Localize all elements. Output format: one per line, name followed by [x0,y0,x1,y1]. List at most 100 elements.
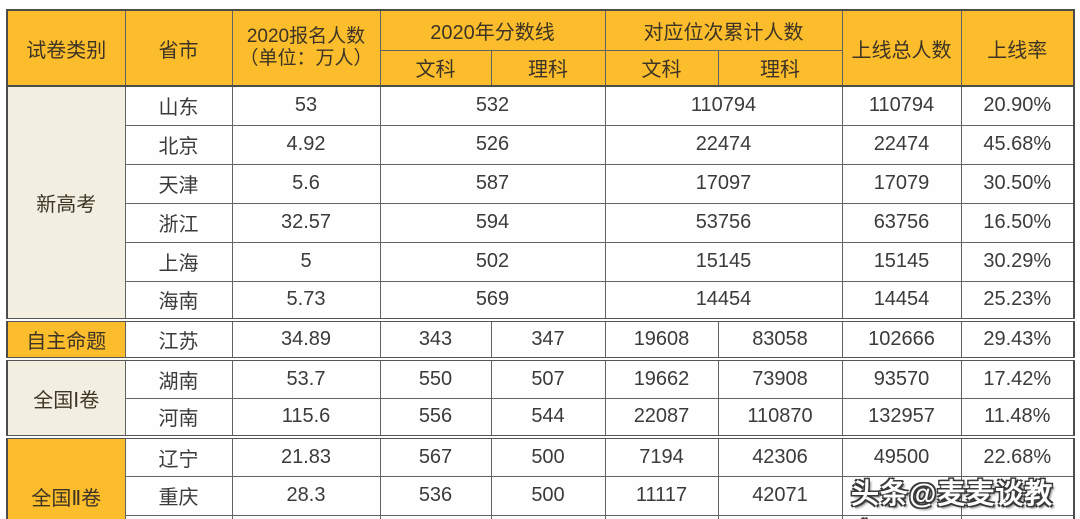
cell-total: 14454 [841,280,962,321]
group-label-cell: 全国Ⅰ卷 [6,357,126,438]
cell-rate: 45.68% [960,124,1075,165]
cell-scoreline-merged: 526 [379,124,606,165]
header-rate: 上线率 [960,9,1075,87]
cell-total: 49500 [841,435,962,477]
cell-rank-merged: 53756 [604,202,843,243]
header-exam-type: 试卷类别 [6,9,126,87]
header-applicants: 2020报名人数 （单位：万人） [231,9,381,87]
cell-rate [960,514,1075,519]
group-label-cell: 自主命题 [6,318,126,360]
cell-rate: 11.48% [960,397,1075,438]
header-total: 上线总人数 [841,9,962,87]
cell-total: 102666 [841,318,962,360]
cell-province: 湖南 [124,357,233,399]
cell-scoreline-merged: 532 [379,85,606,126]
table-row: 重庆 28.3 536 500 11117 42071 [7,475,1075,516]
cell-score-liberal: 536 [379,475,492,516]
cell-rank-liberal: 19662 [604,357,719,399]
cell-province: 北京 [124,124,233,165]
cell-total: 17079 [841,163,962,204]
cell-applicants: 5.6 [231,163,381,204]
cell-rank-science [717,514,843,519]
table-row: 上海 5 502 15145 15145 30.29% [7,241,1075,282]
cell-province: 河南 [124,397,233,438]
cell-applicants: 53 [231,85,381,126]
cell-province: 辽宁 [124,435,233,477]
cell-score-liberal: 550 [379,357,492,399]
cell-province [124,514,233,519]
table-header: 试卷类别 省市 2020报名人数 （单位：万人） 2020年分数线 对应位次累计… [6,9,1075,87]
cell-total: 110794 [841,85,962,126]
header-rank-liberal: 文科 [604,49,719,87]
header-rank-science: 理科 [717,49,843,87]
cell-rate: 29.43% [960,318,1075,360]
cell-rate: 17.42% [960,357,1075,399]
cell-province: 天津 [124,163,233,204]
table-row: 浙江 32.57 594 53756 63756 16.50% [7,202,1075,243]
cell-province: 重庆 [124,475,233,516]
table-body: 新高考 山东 53 532 110794 110794 20.90% 北京 4.92 526 224… [6,85,1075,519]
cell-total: 15145 [841,241,962,282]
cell-total: 22474 [841,124,962,165]
table-row: 海南 5.73 569 14454 14454 25.23% [7,280,1075,321]
gaokao-table: 试卷类别 省市 2020报名人数 （单位：万人） 2020年分数线 对应位次累计… [6,9,1075,519]
cell-score-science: 544 [490,397,606,438]
cell-score-liberal [379,514,492,519]
header-province: 省市 [124,9,233,87]
cell-rate: 30.29% [960,241,1075,282]
cell-province: 浙江 [124,202,233,243]
table-row: 全国Ⅱ卷 辽宁 21.83 567 500 7194 42306 49500 22.68% [6,435,1075,519]
cell-applicants: 4.92 [231,124,381,165]
cell-total [841,514,962,519]
cell-rank-science: 42306 [717,435,843,477]
cell-province: 山东 [124,85,233,126]
cell-rank-merged: 14454 [604,280,843,321]
cell-scoreline-merged: 587 [379,163,606,204]
table-row: 自主命题 江苏 34.89 343 347 19608 83058 102666 29.43% [6,318,1075,360]
cell-rank-liberal: 19608 [604,318,719,360]
cell-rank-liberal [604,514,719,519]
cell-applicants: 28.3 [231,475,381,516]
cell-rate: 30.50% [960,163,1075,204]
table-row: 河南 115.6 556 544 22087 110870 132957 11.48% [7,397,1075,438]
cell-score-science: 500 [490,435,606,477]
cell-total [841,475,962,516]
cell-rank-science: 42071 [717,475,843,516]
cell-score-science [490,514,606,519]
cell-score-liberal: 556 [379,397,492,438]
header-scoreline: 2020年分数线 [379,9,606,51]
cell-rate [960,475,1075,516]
cell-rank-merged: 110794 [604,85,843,126]
cell-province: 上海 [124,241,233,282]
table-row: 全国Ⅰ卷 湖南 53.7 550 507 19662 73908 93570 17.42% [6,357,1075,438]
cell-scoreline-merged: 569 [379,280,606,321]
cell-scoreline-merged: 502 [379,241,606,282]
cell-rank-science: 73908 [717,357,843,399]
cell-rank-liberal: 11117 [604,475,719,516]
header-applicants-line2: （单位：万人） [239,48,373,69]
cell-rank-liberal: 22087 [604,397,719,438]
cell-rate: 20.90% [960,85,1075,126]
table-row: 北京 4.92 526 22474 22474 45.68% [7,124,1075,165]
cell-rate: 25.23% [960,280,1075,321]
header-applicants-line1: 2020报名人数 [246,26,366,48]
table-row [7,514,1075,519]
cell-applicants: 115.6 [231,397,381,438]
cell-rate: 16.50% [960,202,1075,243]
group-label-cell: 全国Ⅱ卷 [6,435,126,519]
cell-applicants [231,514,381,519]
cell-applicants: 5.73 [231,280,381,321]
cell-applicants: 34.89 [231,318,381,360]
header-scoreline-liberal: 文科 [379,49,492,87]
cell-score-liberal: 343 [379,318,492,360]
group-label-cell: 新高考 [6,85,126,321]
cell-total: 132957 [841,397,962,438]
cell-applicants: 32.57 [231,202,381,243]
cell-rank-science: 110870 [717,397,843,438]
cell-rank-merged: 15145 [604,241,843,282]
cell-province: 海南 [124,280,233,321]
cell-applicants: 53.7 [231,357,381,399]
cell-rank-liberal: 7194 [604,435,719,477]
cell-score-liberal: 567 [379,435,492,477]
